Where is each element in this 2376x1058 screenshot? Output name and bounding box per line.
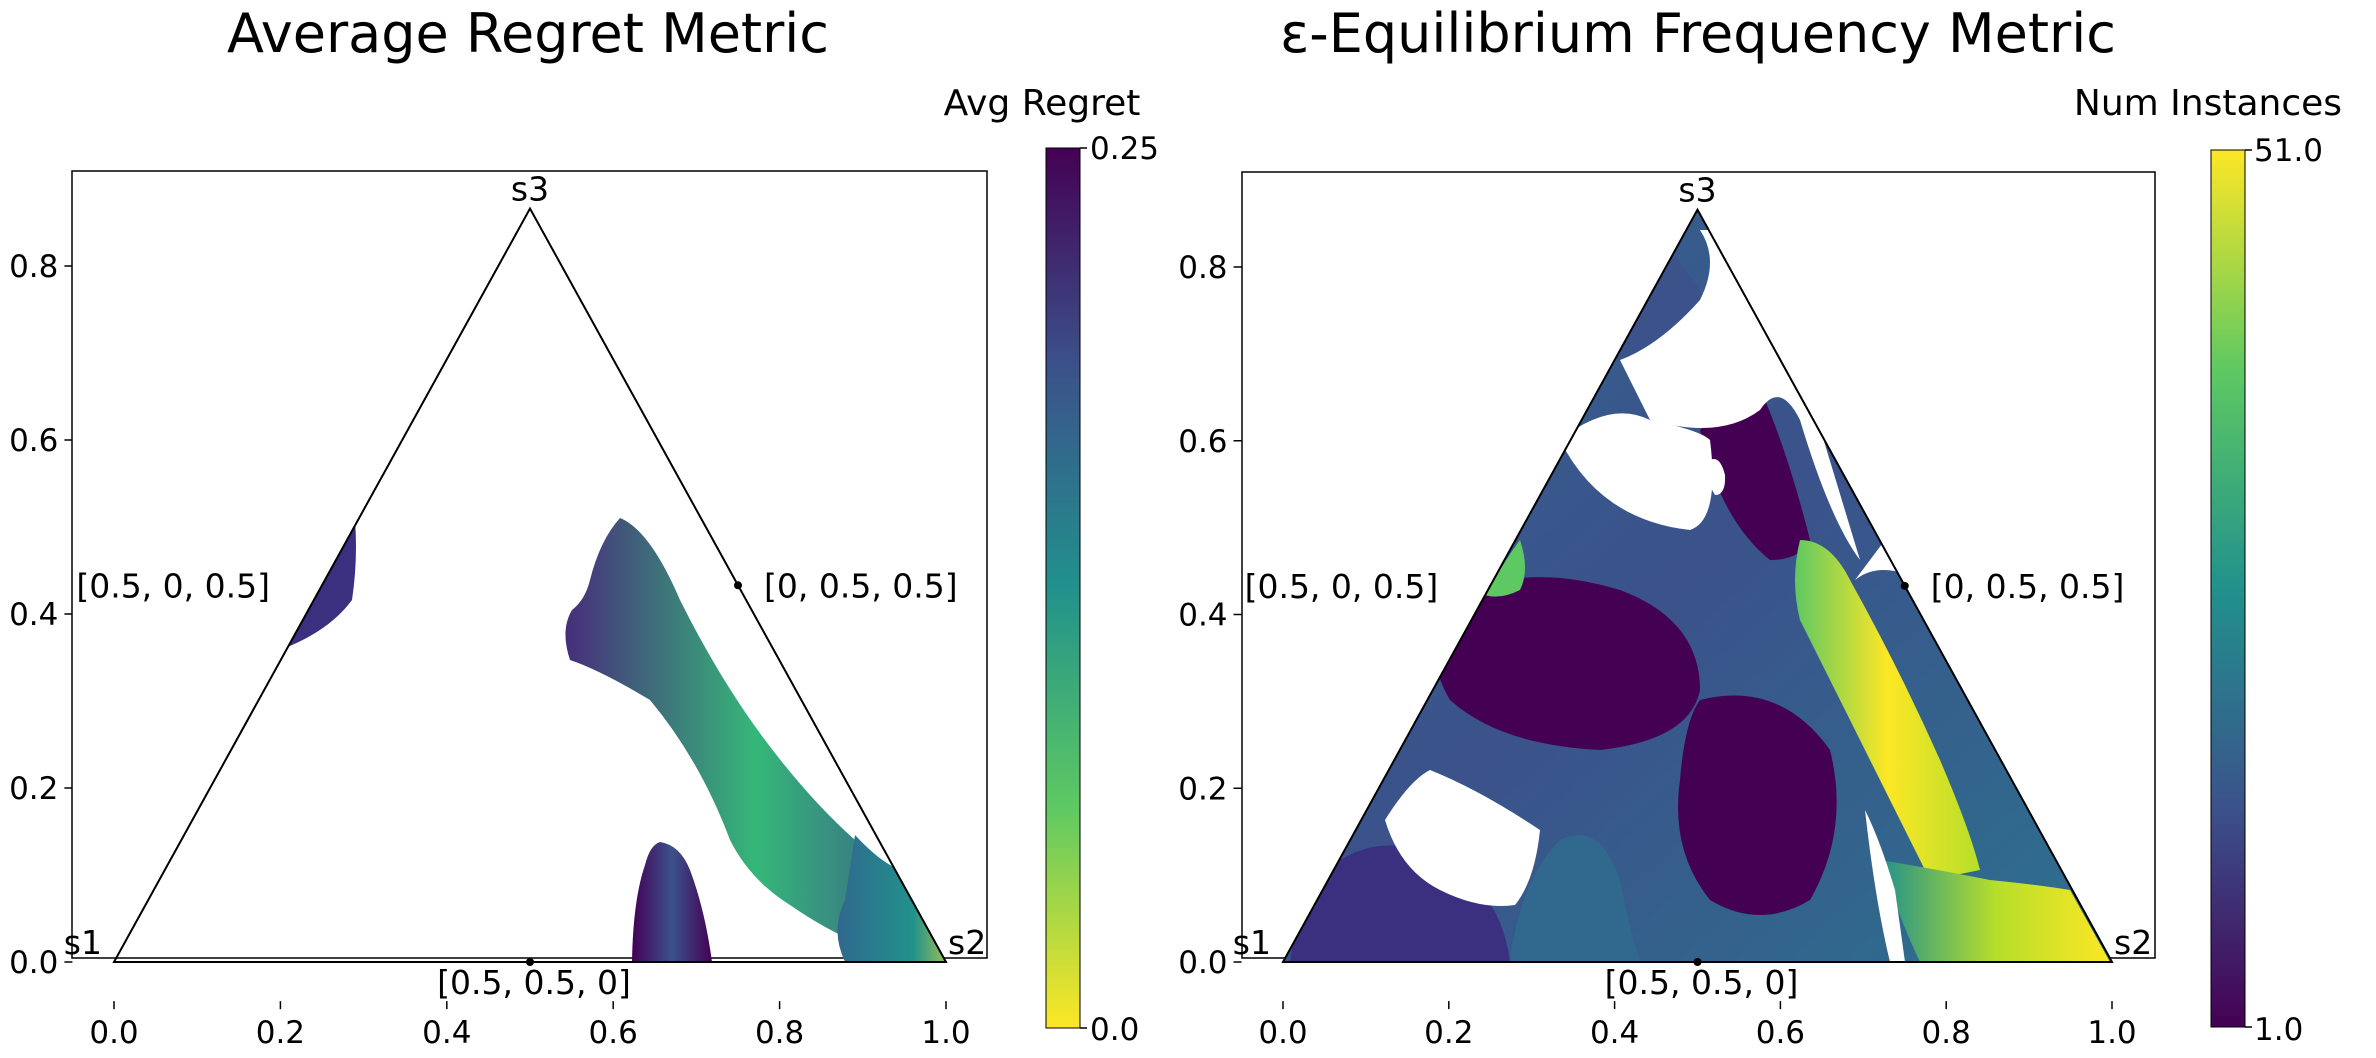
chart-left-y-tick-label: 0.6 xyxy=(9,423,58,459)
chart-right-point-marker xyxy=(1900,581,1909,590)
chart-right-colorbar-label: Num Instances xyxy=(2074,83,2342,124)
chart-right-x-tick-label: 0.8 xyxy=(1922,1015,1971,1051)
chart-right-point-marker xyxy=(1693,958,1702,966)
chart-right-hole-left xyxy=(1385,770,1540,906)
chart-right-region-left-edge-green xyxy=(1485,540,1525,597)
chart-right-y-tick-label: 0.6 xyxy=(1178,424,1227,460)
chart-left-region-left-edge xyxy=(285,520,356,648)
chart-right-point-annotation: [0, 0.5, 0.5] xyxy=(1931,567,2125,606)
chart-right-point-annotation: [0.5, 0.5, 0] xyxy=(1605,963,1799,1002)
chart-right-axes: 0.0 0.2 0.4 0.6 0.8 1.0 0.0 0.2 0.4 0.6 0.8 s1 s2 s3 [… xyxy=(1178,171,2152,1051)
chart-right-region-center-ellipse xyxy=(1678,695,1837,915)
chart-left-vertex-label-s2: s2 xyxy=(948,923,986,962)
chart-right-hole-upper xyxy=(1620,230,1860,560)
chart-left-title: Average Regret Metric xyxy=(227,2,829,65)
chart-left-colorbar xyxy=(1045,147,1081,1029)
chart-left-y-tick-label: 0.2 xyxy=(9,771,58,807)
chart-left-x-tick-label: 0.0 xyxy=(89,1015,138,1051)
chart-left-y-tick-label: 0.8 xyxy=(9,249,58,285)
chart-right-title: ε-Equilibrium Frequency Metric xyxy=(1280,2,2116,65)
chart-right-hole-right-sliver xyxy=(1865,810,1905,962)
chart-left-y-tick-label: 0.4 xyxy=(9,597,58,633)
chart-left-x-tick-label: 0.6 xyxy=(589,1015,638,1051)
chart-left-vertex-label-s3: s3 xyxy=(511,170,549,209)
chart-left-plot-area xyxy=(71,170,988,959)
chart-left-x-tick-label: 0.2 xyxy=(256,1015,305,1051)
chart-right-point-annotation: [0.5, 0, 0.5] xyxy=(1245,567,1439,606)
chart-right-colorbar-tick-label-top: 51.0 xyxy=(2254,133,2323,169)
chart-right-region-lower-band xyxy=(1510,835,1640,962)
chart-left-x-tick-label: 0.8 xyxy=(755,1015,804,1051)
chart-left-region-main-band xyxy=(565,518,945,962)
chart-left-colorbar-label: Avg Regret xyxy=(944,83,1141,124)
chart-right-y-tick-label: 0.0 xyxy=(1178,945,1227,981)
chart-right-region-top-lobe xyxy=(1700,398,1810,560)
chart-right-x-tick-label: 0.6 xyxy=(1756,1015,1805,1051)
chart-right-x-tick-label: 0.4 xyxy=(1590,1015,1639,1051)
chart-right-hole-top-small xyxy=(1708,459,1726,495)
chart-left-colorbar-tick-label-bottom: 0.0 xyxy=(1090,1012,1139,1048)
chart-right-x-tick-label: 0.0 xyxy=(1258,1015,1307,1051)
chart-left-region-corner-tail xyxy=(837,835,946,962)
chart-left-point-marker xyxy=(734,581,742,590)
chart-left-point-annotation: [0, 0.5, 0.5] xyxy=(764,566,958,605)
chart-right-hole-top xyxy=(1560,413,1713,530)
chart-left-point-annotation: [0.5, 0, 0.5] xyxy=(76,566,270,605)
chart-right-region-yellow-band xyxy=(1795,540,1980,880)
chart-right-colorbar xyxy=(2210,149,2246,1028)
chart-left-vertex-label-s1: s1 xyxy=(64,923,102,962)
chart-right: ε-Equilibrium Frequency Metric 0.0 0.2 0.4… xyxy=(1178,2,2342,1051)
chart-right-vertex-label-s3: s3 xyxy=(1678,171,1716,210)
chart-left-colorbar-tick-label-top: 0.25 xyxy=(1090,131,1159,167)
chart-right-x-tick-label: 1.0 xyxy=(2087,1015,2136,1051)
chart-left-point-annotation: [0.5, 0.5, 0] xyxy=(437,963,631,1002)
chart-left-x-tick-label: 0.4 xyxy=(422,1015,471,1051)
chart-right-vertex-label-s2: s2 xyxy=(2114,923,2152,962)
chart-left: Average Regret Metric 0.0 0.2 0.4 0.6 0.8 1.0… xyxy=(9,2,1159,1051)
chart-left-x-tick-label: 1.0 xyxy=(921,1015,970,1051)
chart-right-y-tick-label: 0.8 xyxy=(1178,250,1227,286)
chart-left-point-marker xyxy=(526,958,534,966)
chart-left-y-tick-label: 0.0 xyxy=(9,945,58,981)
chart-right-y-tick-label: 0.4 xyxy=(1178,598,1227,634)
chart-left-axes: 0.0 0.2 0.4 0.6 0.8 1.0 0.0 0.2 0.4 0.6 0.8 s1 s2 s3 [… xyxy=(9,170,986,1052)
chart-right-colorbar-tick-label-bottom: 1.0 xyxy=(2254,1012,2303,1048)
chart-right-vertex-label-s1: s1 xyxy=(1233,923,1271,962)
chart-right-y-tick-label: 0.2 xyxy=(1178,771,1227,807)
chart-right-region-bottom-right xyxy=(1880,860,2110,962)
chart-left-region-bottom-blob xyxy=(632,842,712,962)
chart-right-region-left-ellipse xyxy=(1435,577,1700,750)
chart-right-x-tick-label: 0.2 xyxy=(1424,1015,1473,1051)
